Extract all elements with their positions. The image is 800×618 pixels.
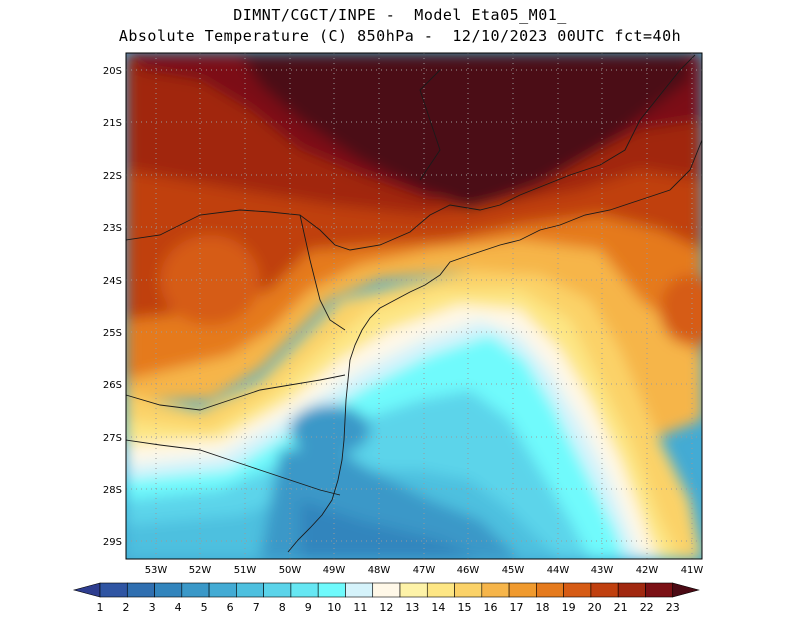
lon-tick: 50W xyxy=(279,565,302,576)
colorbar-swatch xyxy=(290,582,319,598)
lat-tick: 29S xyxy=(103,537,122,548)
lat-tick: 20S xyxy=(103,66,122,77)
colorbar-swatch xyxy=(372,582,401,598)
chart-title-line1: DIMNT/CGCT/INPE - Model Eta05_M01_ xyxy=(233,6,567,24)
colorbar-label: 7 xyxy=(253,601,260,614)
grid-lines xyxy=(126,53,702,559)
lon-axis: 53W 52W 51W 50W 49W 48W 47W 46W 45W 44W … xyxy=(145,565,704,576)
colorbar-label: 15 xyxy=(457,601,471,614)
colorbar-label: 3 xyxy=(149,601,156,614)
colorbar-label: 12 xyxy=(379,601,393,614)
colorbar-swatch xyxy=(426,582,455,598)
colorbar-swatch xyxy=(181,582,210,598)
colorbar-swatch xyxy=(454,582,483,598)
colorbar-label: 19 xyxy=(562,601,576,614)
colorbar-label: 2 xyxy=(123,601,130,614)
lon-tick: 47W xyxy=(413,565,436,576)
colorbar-swatch xyxy=(399,582,428,598)
colorbar-label: 5 xyxy=(201,601,208,614)
colorbar xyxy=(72,582,700,598)
colorbar-label: 17 xyxy=(510,601,524,614)
lat-tick: 22S xyxy=(103,171,122,182)
colorbar-label: 6 xyxy=(227,601,234,614)
colorbar-swatch xyxy=(508,582,537,598)
lon-tick: 49W xyxy=(323,565,346,576)
colorbar-swatch xyxy=(345,582,374,598)
colorbar-swatch xyxy=(481,582,510,598)
colorbar-swatch xyxy=(208,582,237,598)
colorbar-arrow-left xyxy=(72,582,101,598)
coastlines xyxy=(126,54,702,553)
colorbar-label: 11 xyxy=(353,601,367,614)
colorbar-label: 10 xyxy=(327,601,341,614)
lat-tick: 27S xyxy=(103,433,122,444)
lon-tick: 46W xyxy=(457,565,480,576)
lon-tick: 51W xyxy=(234,565,257,576)
temperature-field xyxy=(126,53,702,559)
lon-tick: 48W xyxy=(368,565,391,576)
colorbar-swatch xyxy=(645,582,674,598)
colorbar-label: 16 xyxy=(483,601,497,614)
lat-tick: 28S xyxy=(103,485,122,496)
colorbar-swatch xyxy=(536,582,564,598)
lon-tick: 53W xyxy=(145,565,168,576)
lat-tick: 26S xyxy=(103,380,122,391)
lat-tick: 23S xyxy=(103,223,122,234)
colorbar-swatch xyxy=(617,582,646,598)
colorbar-label: 1 xyxy=(97,601,104,614)
colorbar-label: 21 xyxy=(614,601,628,614)
lon-tick: 43W xyxy=(591,565,614,576)
lat-tick: 21S xyxy=(103,118,122,129)
colorbar-swatch xyxy=(154,582,183,598)
lon-tick: 52W xyxy=(189,565,212,576)
lat-axis: 20S 21S 22S 23S 24S 25S 26S 27S 28S 29S xyxy=(103,66,122,548)
lon-tick: 44W xyxy=(547,565,570,576)
colorbar-swatch xyxy=(317,582,346,598)
lat-tick: 25S xyxy=(103,328,122,339)
colorbar-label: 20 xyxy=(588,601,602,614)
lon-tick: 41W xyxy=(681,565,704,576)
colorbar-swatch xyxy=(126,582,155,598)
colorbar-swatch xyxy=(236,582,264,598)
lat-tick: 24S xyxy=(103,276,122,287)
chart-title-line2: Absolute Temperature (C) 850hPa - 12/10/… xyxy=(118,27,682,45)
colorbar-labels: 1 2 3 4 5 6 7 8 9 10 11 12 13 14 15 16 17 18 19 20 21 22 23 xyxy=(97,601,680,614)
colorbar-label: 22 xyxy=(640,601,654,614)
colorbar-label: 23 xyxy=(666,601,680,614)
colorbar-swatch xyxy=(563,582,592,598)
lon-tick: 42W xyxy=(636,565,659,576)
lon-tick: 45W xyxy=(502,565,525,576)
colorbar-arrow-right xyxy=(672,582,700,598)
colorbar-swatch xyxy=(99,582,128,598)
colorbar-label: 13 xyxy=(405,601,419,614)
colorbar-swatch xyxy=(263,582,292,598)
colorbar-label: 18 xyxy=(536,601,550,614)
colorbar-label: 8 xyxy=(279,601,286,614)
colorbar-swatch xyxy=(590,582,619,598)
colorbar-label: 9 xyxy=(305,601,312,614)
colorbar-label: 4 xyxy=(175,601,182,614)
colorbar-label: 14 xyxy=(431,601,445,614)
